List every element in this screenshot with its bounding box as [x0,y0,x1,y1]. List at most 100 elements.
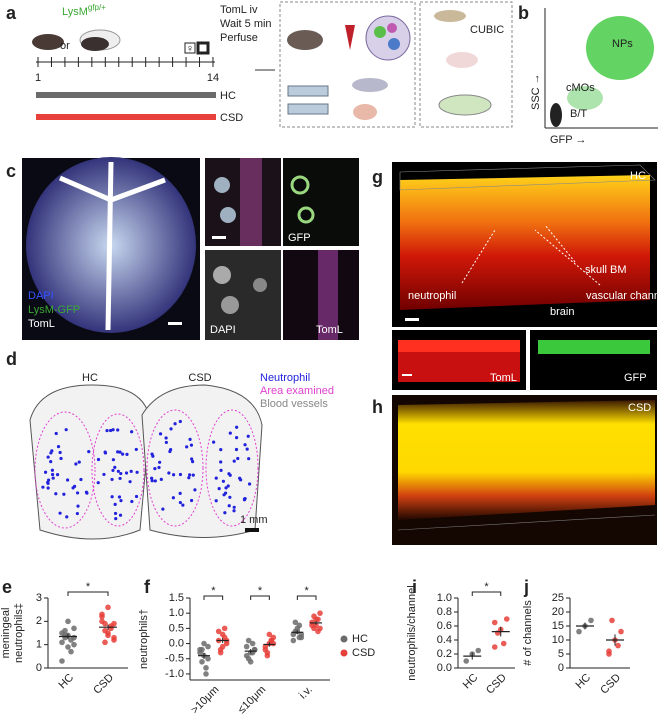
significance-label: * [484,581,489,593]
data-point [68,637,74,643]
neutrophil-dot [181,503,185,507]
inset-label: GFP [288,232,311,244]
neutrophil-dot [235,425,239,429]
y-tick-label: 0.6 [437,620,452,632]
neutrophil-dot [178,491,182,495]
neutrophil-dot [191,460,195,464]
skull-icon [353,104,377,120]
neutrophil-dot [46,481,50,485]
neutrophil-dot [171,496,175,500]
axis-label: GFP → [550,134,586,146]
neutrophil-dot [103,450,107,454]
neutrophil-dot [178,500,182,505]
data-point [315,616,321,623]
neutrophil-dot [150,452,154,456]
data-point [268,637,275,644]
neutrophil-dot [228,431,232,435]
significance-label: * [211,585,216,597]
neutrophil-dot [185,445,189,449]
inset-dapi [205,250,281,340]
data-point [618,628,624,635]
mouse-icon [81,37,109,51]
neutrophil-dot [111,428,115,432]
data-point [203,665,209,671]
significance-bracket [471,591,502,596]
y-tick-label: 0 [36,662,42,674]
area-examined [146,409,204,527]
neutrophil-dot [234,447,239,452]
genotype-sup: gfp/+ [88,3,106,12]
legend-label: Blood vessels [260,398,328,410]
data-point [500,640,507,647]
scale-bar [402,374,412,376]
panel-h: h CSD [372,395,657,545]
day-label: 14 [207,72,219,84]
data-point [266,631,273,638]
area-examined [91,413,145,527]
neutrophil-dot [74,462,78,466]
mouse-icon [287,30,323,50]
data-point [309,619,315,626]
neutrophil-dot [161,507,165,511]
group-label: HC [220,90,236,102]
legend-swatch [340,635,348,643]
y-axis-label: # of channels [522,600,534,666]
neutrophil-dot [64,428,68,432]
render-label: vascular channel [586,290,661,302]
data-point [102,620,108,627]
neutrophil-dot [41,485,45,489]
or-text: or [60,40,70,52]
neutrophil-dot [118,450,122,454]
data-point [105,632,111,639]
data-point [99,613,105,620]
neutrophil-dot [76,504,80,508]
neutrophil-dot [234,436,239,440]
neutrophil-dot [66,478,70,482]
slide-icon [287,85,329,97]
x-tick-label: CSD [484,672,509,697]
data-point [243,643,250,650]
data-point [296,622,303,629]
neutrophil-dot [214,476,218,480]
step-text: TomL iv [220,4,258,16]
legend-label: HC [352,633,368,645]
data-point [475,647,482,654]
neutrophil-dot [153,467,157,471]
neutrophil-dot [110,495,114,499]
neutrophil-dot [193,488,197,492]
data-point [249,640,256,647]
axis-label: SSC → [530,73,542,110]
neutrophil-dot [245,447,249,451]
data-point [219,643,226,650]
data-point [311,625,317,632]
neutrophil-dot [119,499,123,503]
clearing-box [419,1,513,128]
x-tick-label: ≤10μm [236,684,268,716]
x-tick-label: HC [56,672,76,692]
panel-a: a LysMgfp/+ or ♀ 1 14 HC CSD TomL iv Wai… [6,1,513,128]
neutrophil-dot [178,472,183,477]
y-tick-label: 1.5 [169,592,184,604]
y-axis-label: neutrophils† [138,609,150,669]
data-point [491,644,498,650]
neutrophil-dot [113,465,117,469]
neutrophil-dot [236,456,240,461]
panel-c: c DAPI LysM-GFP TomL GFP DAPI TomL [6,157,359,340]
y-tick-label: 15 [552,620,564,632]
step-text: CUBIC [470,24,504,36]
x-tick-label: CSD [598,672,623,697]
neutrophil-dot [221,479,226,483]
neutrophil-dot [111,458,115,462]
panel-letter: g [372,167,383,187]
data-point [262,646,269,653]
panel-letter: a [6,3,17,23]
significance-bracket [203,595,224,600]
neutrophil-dot [128,480,132,484]
neutrophil-dot [191,473,195,477]
significance-label: * [258,585,263,597]
legend-label: Neutrophil [260,372,310,384]
volume [400,175,650,310]
neutrophil-dot [113,511,118,516]
inset-gfp [283,158,359,246]
neutrophil-dot [77,460,81,464]
